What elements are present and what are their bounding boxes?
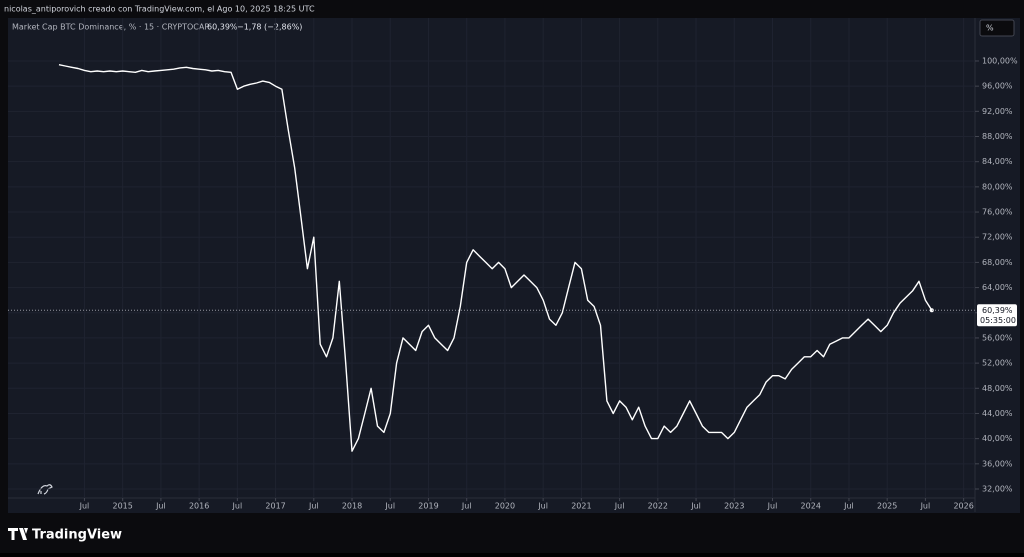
change: −1,78 (−2,86%) bbox=[237, 23, 302, 32]
y-tick-label: 96,00% bbox=[982, 82, 1013, 91]
y-tick-label: 100,00% bbox=[982, 56, 1018, 65]
countdown: 05:35:00 bbox=[980, 316, 1016, 325]
x-tick-label: 2019 bbox=[418, 502, 438, 511]
y-tick-label: 92,00% bbox=[982, 107, 1013, 116]
y-tick-label: 32,00% bbox=[982, 485, 1013, 494]
chart-title: Market Cap BTC Dominance, % · 15 · CRYPT… bbox=[12, 23, 209, 32]
x-tick-label: Jul bbox=[461, 502, 472, 511]
y-tick-label: 84,00% bbox=[982, 157, 1013, 166]
last-value: 60,39% bbox=[207, 23, 238, 32]
brand-logo bbox=[8, 528, 28, 540]
x-tick-label: Jul bbox=[308, 502, 319, 511]
x-tick-label: 2023 bbox=[724, 502, 744, 511]
scale-button[interactable] bbox=[979, 19, 1015, 37]
tv-icon bbox=[37, 484, 53, 495]
y-tick-label: 88,00% bbox=[982, 132, 1013, 141]
x-tick-label: Jul bbox=[843, 502, 854, 511]
x-tick-label: Jul bbox=[155, 502, 166, 511]
y-tick-label: 68,00% bbox=[982, 258, 1013, 267]
brand: TradingView bbox=[32, 528, 122, 543]
last-point bbox=[929, 308, 934, 313]
y-tick-label: 64,00% bbox=[982, 283, 1013, 292]
x-tick-label: 2025 bbox=[877, 502, 897, 511]
x-tick-label: 2020 bbox=[495, 502, 515, 511]
y-tick-label: 36,00% bbox=[982, 459, 1013, 468]
x-tick-label: 2017 bbox=[265, 502, 285, 511]
x-tick-label: Jul bbox=[920, 502, 931, 511]
y-tick-label: 44,00% bbox=[982, 409, 1013, 418]
scale-button-label[interactable]: % bbox=[986, 24, 994, 33]
y-tick-label: 56,00% bbox=[982, 333, 1013, 342]
x-tick-label: Jul bbox=[614, 502, 625, 511]
x-tick-label: 2018 bbox=[342, 502, 362, 511]
x-tick-label: 2024 bbox=[801, 502, 821, 511]
panel bbox=[8, 18, 1020, 513]
caption: nicolas_antiporovich creado con TradingV… bbox=[4, 5, 315, 14]
plot: 32,00% 36,00% 40,00% 44,00% 48,00% 52,00% 56,0… bbox=[8, 18, 1018, 511]
x-tick-label: 2022 bbox=[648, 502, 668, 511]
y-tick-label: 80,00% bbox=[982, 182, 1013, 191]
price-tag bbox=[977, 304, 1017, 327]
x-tick-label: 2026 bbox=[953, 502, 973, 511]
y-tick-label: 76,00% bbox=[982, 208, 1013, 217]
x-tick-label: 2016 bbox=[189, 502, 209, 511]
y-tick-label: 40,00% bbox=[982, 434, 1013, 443]
x-tick-label: 2015 bbox=[112, 502, 132, 511]
x-tick-label: Jul bbox=[537, 502, 548, 511]
x-tick-label: Jul bbox=[384, 502, 395, 511]
series-line bbox=[58, 64, 933, 452]
x-tick-label: Jul bbox=[79, 502, 90, 511]
x-tick-label: Jul bbox=[232, 502, 243, 511]
y-tick-label: 48,00% bbox=[982, 384, 1013, 393]
x-tick-label: Jul bbox=[690, 502, 701, 511]
x-tick-label: Jul bbox=[767, 502, 778, 511]
x-tick-label: 2021 bbox=[571, 502, 591, 511]
y-tick-label: 52,00% bbox=[982, 359, 1013, 368]
price-tag-label: 60,39% bbox=[982, 306, 1013, 315]
y-tick-label: 72,00% bbox=[982, 233, 1013, 242]
